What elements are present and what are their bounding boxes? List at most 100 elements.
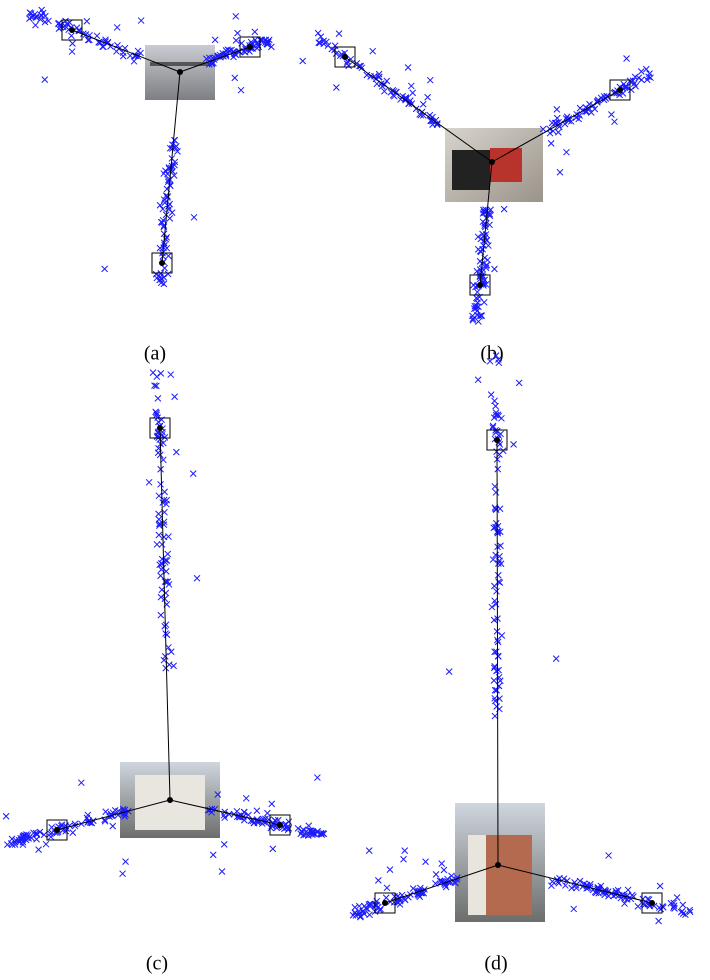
vp-candidate [154,541,160,547]
vp-candidate [171,663,177,669]
vp-candidate [449,873,455,879]
vp-candidate [492,713,498,719]
vp-candidate [648,75,654,81]
center-point [495,862,501,868]
vp-candidate [475,377,481,383]
vp-candidate [252,29,258,35]
vp-candidate [346,63,352,69]
vp-candidate [156,532,162,538]
vp-candidate [553,656,559,662]
vp-candidate [84,18,90,24]
vp-point [247,44,253,50]
vp-candidate [163,622,169,628]
vp-candidate [674,895,680,901]
vp-line [345,57,492,162]
vp-point [494,437,500,443]
vp-candidate [488,392,494,398]
vp-candidate [162,265,168,271]
vp-candidate [635,903,641,909]
vp-candidate [68,33,74,39]
caption: (d) [484,953,507,975]
vp-candidate [155,395,161,401]
vp-candidate [492,398,498,404]
vp-candidate [367,912,373,918]
vp-candidate [516,380,522,386]
vp-candidate [315,30,321,36]
vp-candidate [366,848,372,854]
vp-candidate [557,169,563,175]
vp-candidate [221,841,227,847]
vp-candidate [158,573,164,579]
center-point [489,159,495,165]
vp-candidate [333,84,339,90]
vp-point [157,425,163,431]
vp-candidate [549,120,555,126]
vp-candidate [500,448,506,454]
vp-candidate [300,58,306,64]
vp-candidate [495,466,501,472]
vp-candidate [243,795,249,801]
vp-candidate [401,856,407,862]
vp-candidate [103,809,109,815]
vp-candidate [168,372,174,378]
vp-point [159,260,165,266]
vp-candidate [232,75,238,81]
vp-candidate [49,824,55,830]
center-point [177,69,183,75]
vp-candidate [154,374,160,380]
vp-candidate [493,489,499,495]
vp-candidate [163,665,169,671]
vp-candidate [402,848,408,854]
vp-candidate [548,883,554,889]
vp-candidate [427,77,433,83]
vp-candidate [563,149,569,155]
vp-candidate [499,632,505,638]
vp-candidate [475,319,481,325]
vp-candidate [423,859,429,865]
vp-candidate [42,77,48,83]
vp-candidate [611,119,617,125]
vp-candidate [501,206,507,212]
vp-candidate [113,48,119,54]
vp-candidate [420,101,426,107]
vp-candidate [156,511,162,517]
vp-candidate [162,489,168,495]
vp-candidate [548,140,554,146]
vp-candidate [387,867,393,873]
vp-line [497,440,498,865]
vp-candidate [233,37,239,43]
vp-candidate [352,904,358,910]
vp-candidate [624,55,630,61]
vp-candidate [608,112,614,118]
vp-candidate [555,129,561,135]
vp-candidate [571,906,577,912]
vp-candidate [78,780,84,786]
vp-candidate [120,871,126,877]
vp-candidate [491,266,497,272]
vp-candidate [336,31,342,37]
vp-candidate [446,669,452,675]
vp-candidate [191,214,197,220]
vp-candidate [36,847,42,853]
vp-candidate [270,846,276,852]
vp-candidate [493,507,499,513]
vp-candidate [173,449,179,455]
vp-candidate [493,668,499,674]
vp-candidate [405,64,411,70]
vp-candidate [165,253,171,259]
vp-candidate [554,106,560,112]
vp-candidate [165,551,171,557]
vp-candidate [157,562,163,568]
vp-candidate [235,30,241,36]
vp-candidate [69,49,75,55]
vp-candidate [212,37,218,43]
vp-candidate [384,78,390,84]
vp-candidate [370,48,376,54]
vp-candidate [123,859,129,865]
vp-candidate [158,481,164,487]
vp-candidate [474,289,480,295]
vp-point [69,27,75,33]
vp-candidate [495,572,501,578]
vp-candidate [160,206,166,212]
vp-candidate [158,612,164,618]
